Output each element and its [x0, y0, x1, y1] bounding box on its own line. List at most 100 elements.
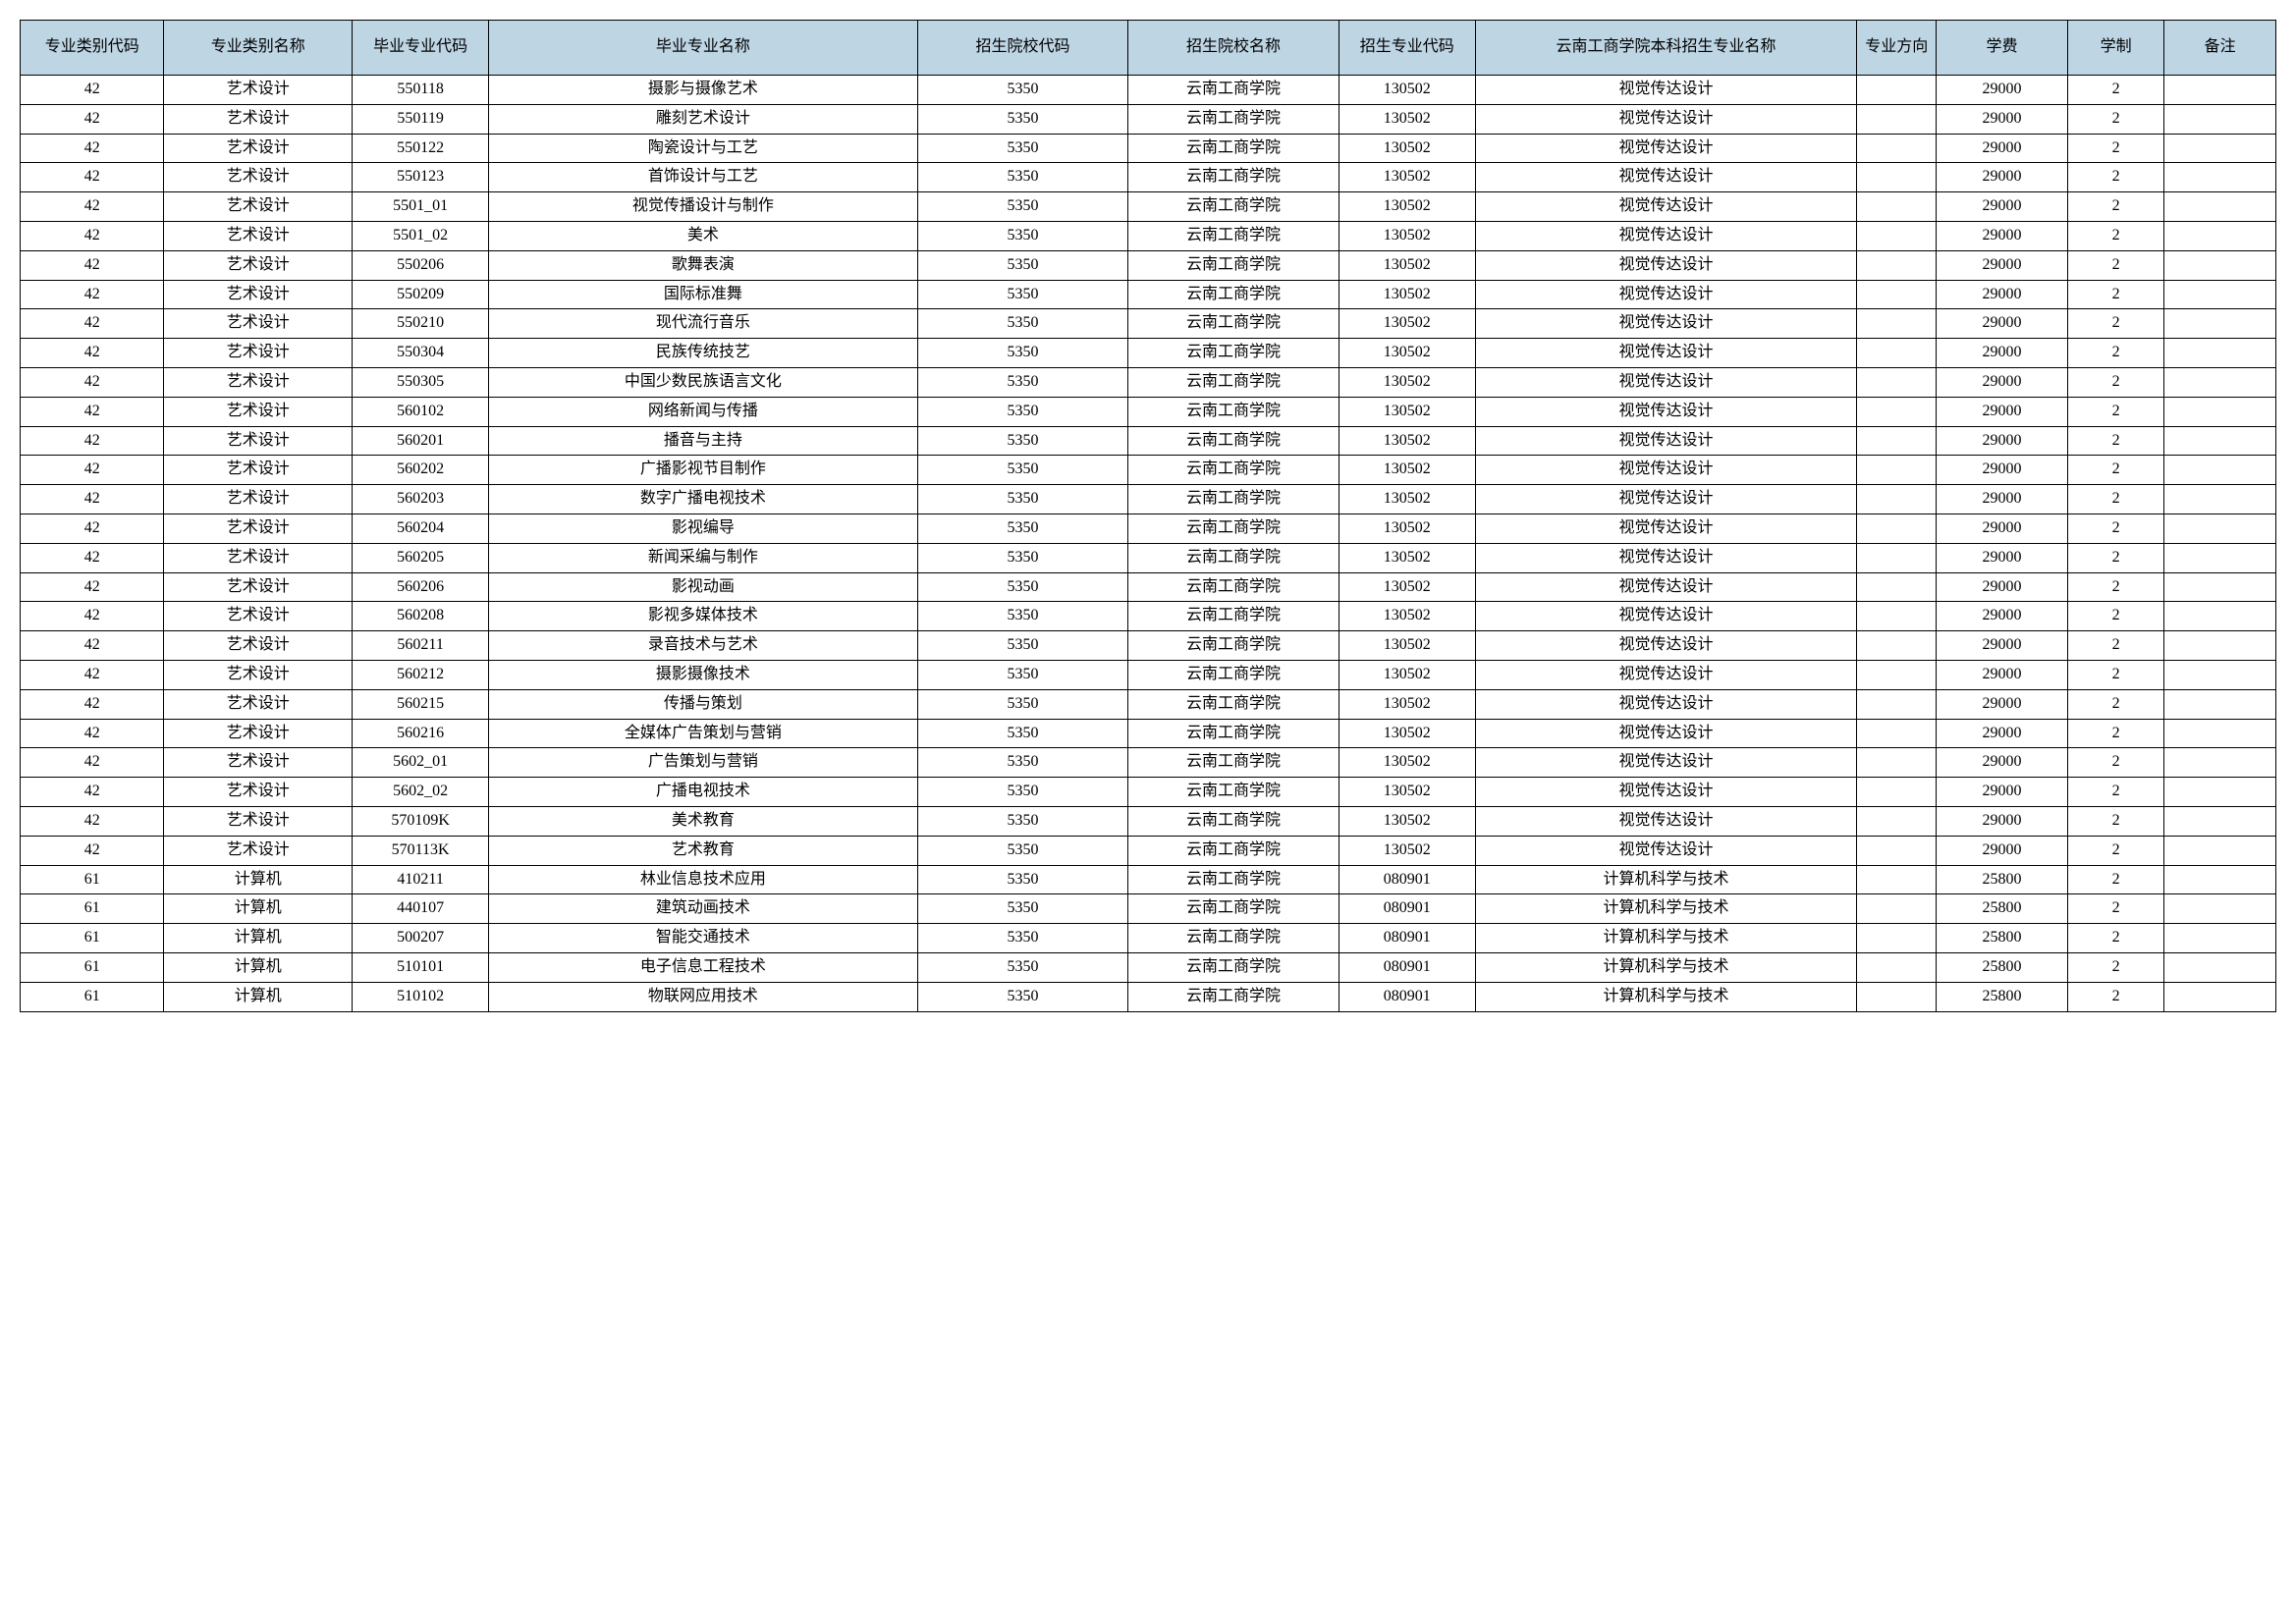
table-cell: 130502 — [1339, 280, 1475, 309]
table-cell: 艺术设计 — [164, 250, 353, 280]
table-cell: 5350 — [917, 397, 1128, 426]
table-cell: 云南工商学院 — [1128, 572, 1339, 602]
table-cell: 云南工商学院 — [1128, 952, 1339, 982]
table-cell: 2 — [2067, 163, 2163, 192]
table-cell: 2 — [2067, 426, 2163, 456]
table-cell: 视觉传达设计 — [1475, 719, 1857, 748]
table-cell: 云南工商学院 — [1128, 76, 1339, 105]
table-cell: 5350 — [917, 865, 1128, 894]
table-cell: 视觉传达设计 — [1475, 426, 1857, 456]
table-cell: 视觉传达设计 — [1475, 572, 1857, 602]
table-cell: 云南工商学院 — [1128, 631, 1339, 661]
table-cell: 560216 — [353, 719, 489, 748]
table-cell: 130502 — [1339, 748, 1475, 778]
table-cell: 视觉传达设计 — [1475, 309, 1857, 339]
table-cell — [1857, 806, 1937, 836]
table-cell: 云南工商学院 — [1128, 104, 1339, 134]
table-cell: 42 — [21, 397, 164, 426]
table-cell: 5350 — [917, 806, 1128, 836]
table-cell: 130502 — [1339, 836, 1475, 865]
table-cell: 560215 — [353, 689, 489, 719]
table-cell: 2 — [2067, 397, 2163, 426]
table-row: 42艺术设计560215传播与策划5350云南工商学院130502视觉传达设计2… — [21, 689, 2276, 719]
table-cell: 560211 — [353, 631, 489, 661]
table-cell: 2 — [2067, 748, 2163, 778]
table-cell: 42 — [21, 572, 164, 602]
table-cell: 视觉传达设计 — [1475, 397, 1857, 426]
table-cell: 广告策划与营销 — [489, 748, 918, 778]
table-cell — [2164, 309, 2276, 339]
table-cell: 2 — [2067, 660, 2163, 689]
table-cell: 艺术设计 — [164, 76, 353, 105]
table-cell: 42 — [21, 748, 164, 778]
table-cell: 510102 — [353, 982, 489, 1011]
table-cell: 570113K — [353, 836, 489, 865]
table-cell: 云南工商学院 — [1128, 134, 1339, 163]
table-cell: 艺术设计 — [164, 280, 353, 309]
table-cell: 艺术设计 — [164, 660, 353, 689]
table-cell: 130502 — [1339, 778, 1475, 807]
table-cell: 2 — [2067, 250, 2163, 280]
table-cell: 艺术设计 — [164, 514, 353, 543]
table-cell: 传播与策划 — [489, 689, 918, 719]
table-cell — [2164, 689, 2276, 719]
table-cell: 29000 — [1937, 689, 2068, 719]
table-cell: 2 — [2067, 836, 2163, 865]
table-cell: 艺术设计 — [164, 778, 353, 807]
table-cell: 民族传统技艺 — [489, 339, 918, 368]
table-cell: 5350 — [917, 485, 1128, 514]
table-cell: 云南工商学院 — [1128, 309, 1339, 339]
table-cell: 云南工商学院 — [1128, 250, 1339, 280]
table-cell: 61 — [21, 982, 164, 1011]
table-cell — [1857, 104, 1937, 134]
table-row: 42艺术设计560208影视多媒体技术5350云南工商学院130502视觉传达设… — [21, 602, 2276, 631]
table-cell: 艺术设计 — [164, 631, 353, 661]
table-cell: 艺术设计 — [164, 367, 353, 397]
table-cell: 美术教育 — [489, 806, 918, 836]
table-cell: 42 — [21, 426, 164, 456]
table-cell: 2 — [2067, 719, 2163, 748]
table-cell: 视觉传达设计 — [1475, 543, 1857, 572]
table-cell: 播音与主持 — [489, 426, 918, 456]
table-cell: 视觉传达设计 — [1475, 456, 1857, 485]
table-cell: 550123 — [353, 163, 489, 192]
table-cell: 计算机 — [164, 952, 353, 982]
table-cell: 130502 — [1339, 514, 1475, 543]
table-cell — [2164, 192, 2276, 222]
table-cell: 130502 — [1339, 192, 1475, 222]
table-cell — [2164, 602, 2276, 631]
table-cell: 2 — [2067, 485, 2163, 514]
table-header: 专业类别代码 专业类别名称 毕业专业代码 毕业专业名称 招生院校代码 招生院校名… — [21, 21, 2276, 76]
table-cell: 艺术设计 — [164, 309, 353, 339]
table-cell: 29000 — [1937, 456, 2068, 485]
table-cell — [1857, 982, 1937, 1011]
table-cell — [2164, 748, 2276, 778]
table-cell: 29000 — [1937, 221, 2068, 250]
table-cell: 130502 — [1339, 367, 1475, 397]
table-cell — [2164, 397, 2276, 426]
table-cell: 艺术设计 — [164, 543, 353, 572]
table-cell — [2164, 865, 2276, 894]
table-cell: 5602_01 — [353, 748, 489, 778]
table-row: 42艺术设计5602_02广播电视技术5350云南工商学院130502视觉传达设… — [21, 778, 2276, 807]
table-cell: 5350 — [917, 982, 1128, 1011]
table-cell: 550119 — [353, 104, 489, 134]
table-cell: 中国少数民族语言文化 — [489, 367, 918, 397]
table-cell: 云南工商学院 — [1128, 836, 1339, 865]
table-cell: 计算机科学与技术 — [1475, 924, 1857, 953]
table-cell — [1857, 221, 1937, 250]
table-cell: 广播电视技术 — [489, 778, 918, 807]
table-cell: 42 — [21, 309, 164, 339]
table-cell — [2164, 456, 2276, 485]
table-cell — [1857, 280, 1937, 309]
table-cell: 560203 — [353, 485, 489, 514]
table-cell: 130502 — [1339, 485, 1475, 514]
table-cell: 计算机科学与技术 — [1475, 894, 1857, 924]
table-cell: 130502 — [1339, 660, 1475, 689]
table-cell: 美术 — [489, 221, 918, 250]
table-row: 42艺术设计550209国际标准舞5350云南工商学院130502视觉传达设计2… — [21, 280, 2276, 309]
table-cell: 130502 — [1339, 339, 1475, 368]
table-cell — [1857, 367, 1937, 397]
table-cell: 云南工商学院 — [1128, 982, 1339, 1011]
table-cell: 61 — [21, 894, 164, 924]
